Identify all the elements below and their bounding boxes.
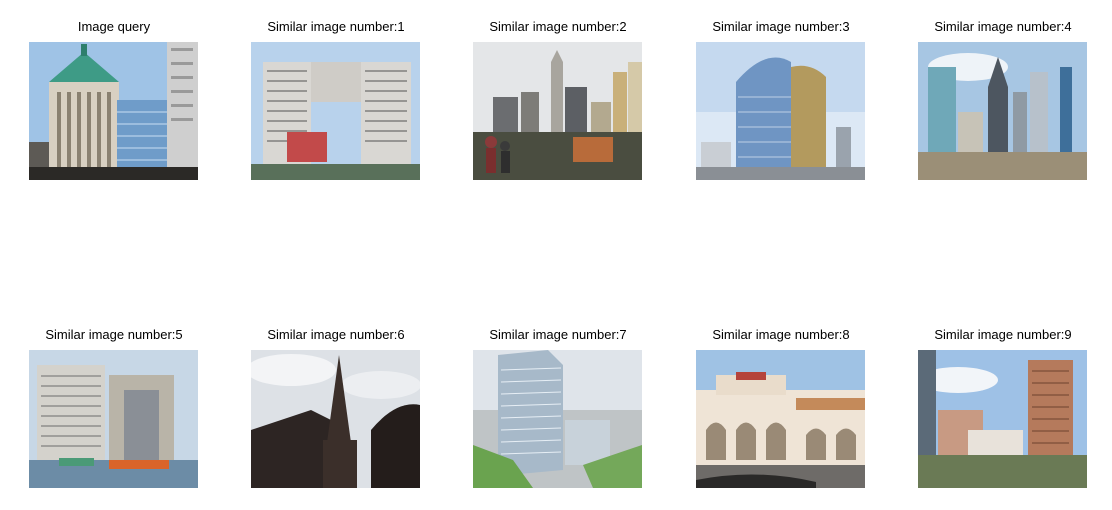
similar-image-9 [918,350,1087,488]
similar-image-7 [473,350,642,488]
similar-image-5 [29,350,198,488]
panel-caption: Similar image number:8 [712,327,850,342]
query-image [29,42,198,180]
similar-image-2 [473,42,642,180]
panel-caption: Similar image number:9 [934,327,1072,342]
similar-image-6 [251,350,420,488]
similar-image-8 [696,350,865,488]
panel-caption: Similar image number:4 [934,19,1072,34]
panel-caption: Similar image number:7 [489,327,627,342]
panel-caption: Similar image number:3 [712,19,850,34]
similar-image-1 [251,42,420,180]
similar-image-4 [918,42,1087,180]
panel-caption: Similar image number:5 [45,327,183,342]
panel-caption: Similar image number:6 [267,327,405,342]
panel-caption: Similar image number:1 [267,19,405,34]
panel-caption: Image query [77,19,151,34]
similar-image-3 [696,42,865,180]
panel-caption: Similar image number:2 [489,19,627,34]
